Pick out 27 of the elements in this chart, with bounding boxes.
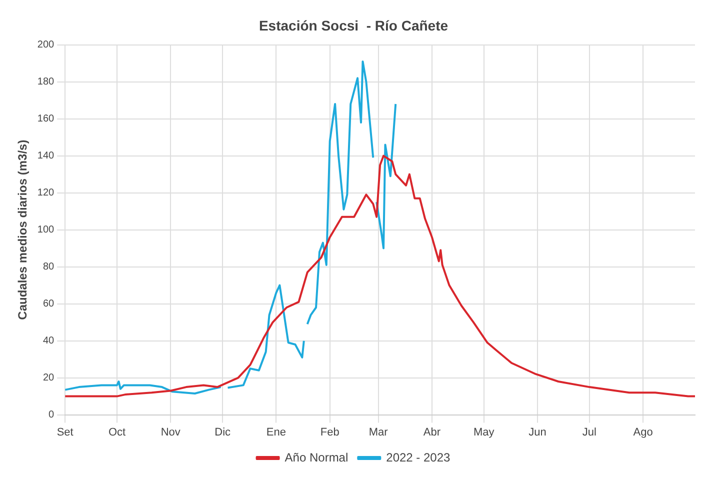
y-tick-label: 200 bbox=[37, 40, 55, 51]
x-tick-label: Dic bbox=[214, 426, 232, 438]
legend-label: Año Normal bbox=[284, 450, 348, 464]
y-tick-label: 160 bbox=[37, 114, 55, 125]
x-tick-label: Set bbox=[56, 426, 74, 438]
y-axis-title: Caudales medios diarios (m3/s) bbox=[16, 140, 30, 320]
x-tick-label: Jul bbox=[582, 426, 596, 438]
x-tick-label: Nov bbox=[160, 426, 181, 438]
x-tick-label: Abr bbox=[423, 426, 441, 438]
x-tick-label: May bbox=[473, 426, 495, 438]
legend-label: 2022 - 2023 bbox=[386, 450, 451, 464]
y-tick-label: 100 bbox=[37, 224, 55, 236]
x-tick-label: Mar bbox=[368, 426, 388, 438]
y-tick-label: 0 bbox=[48, 410, 55, 421]
x-tick-label: Jun bbox=[528, 426, 546, 438]
y-tick-label: 180 bbox=[37, 76, 55, 88]
y-tick-label: 20 bbox=[42, 372, 55, 384]
x-tick-label: Ene bbox=[266, 426, 286, 438]
x-tick-label: Feb bbox=[320, 426, 340, 438]
y-tick-label: 80 bbox=[42, 262, 55, 273]
y-tick-label: 60 bbox=[42, 298, 55, 310]
y-tick-label: 120 bbox=[37, 188, 55, 199]
chart-title: Estación Socsi - Río Cañete bbox=[258, 17, 448, 34]
x-tick-label: Ago bbox=[633, 426, 653, 438]
y-tick-label: 140 bbox=[37, 150, 55, 162]
x-tick-label: Oct bbox=[108, 426, 126, 438]
y-tick-label: 40 bbox=[42, 336, 55, 347]
